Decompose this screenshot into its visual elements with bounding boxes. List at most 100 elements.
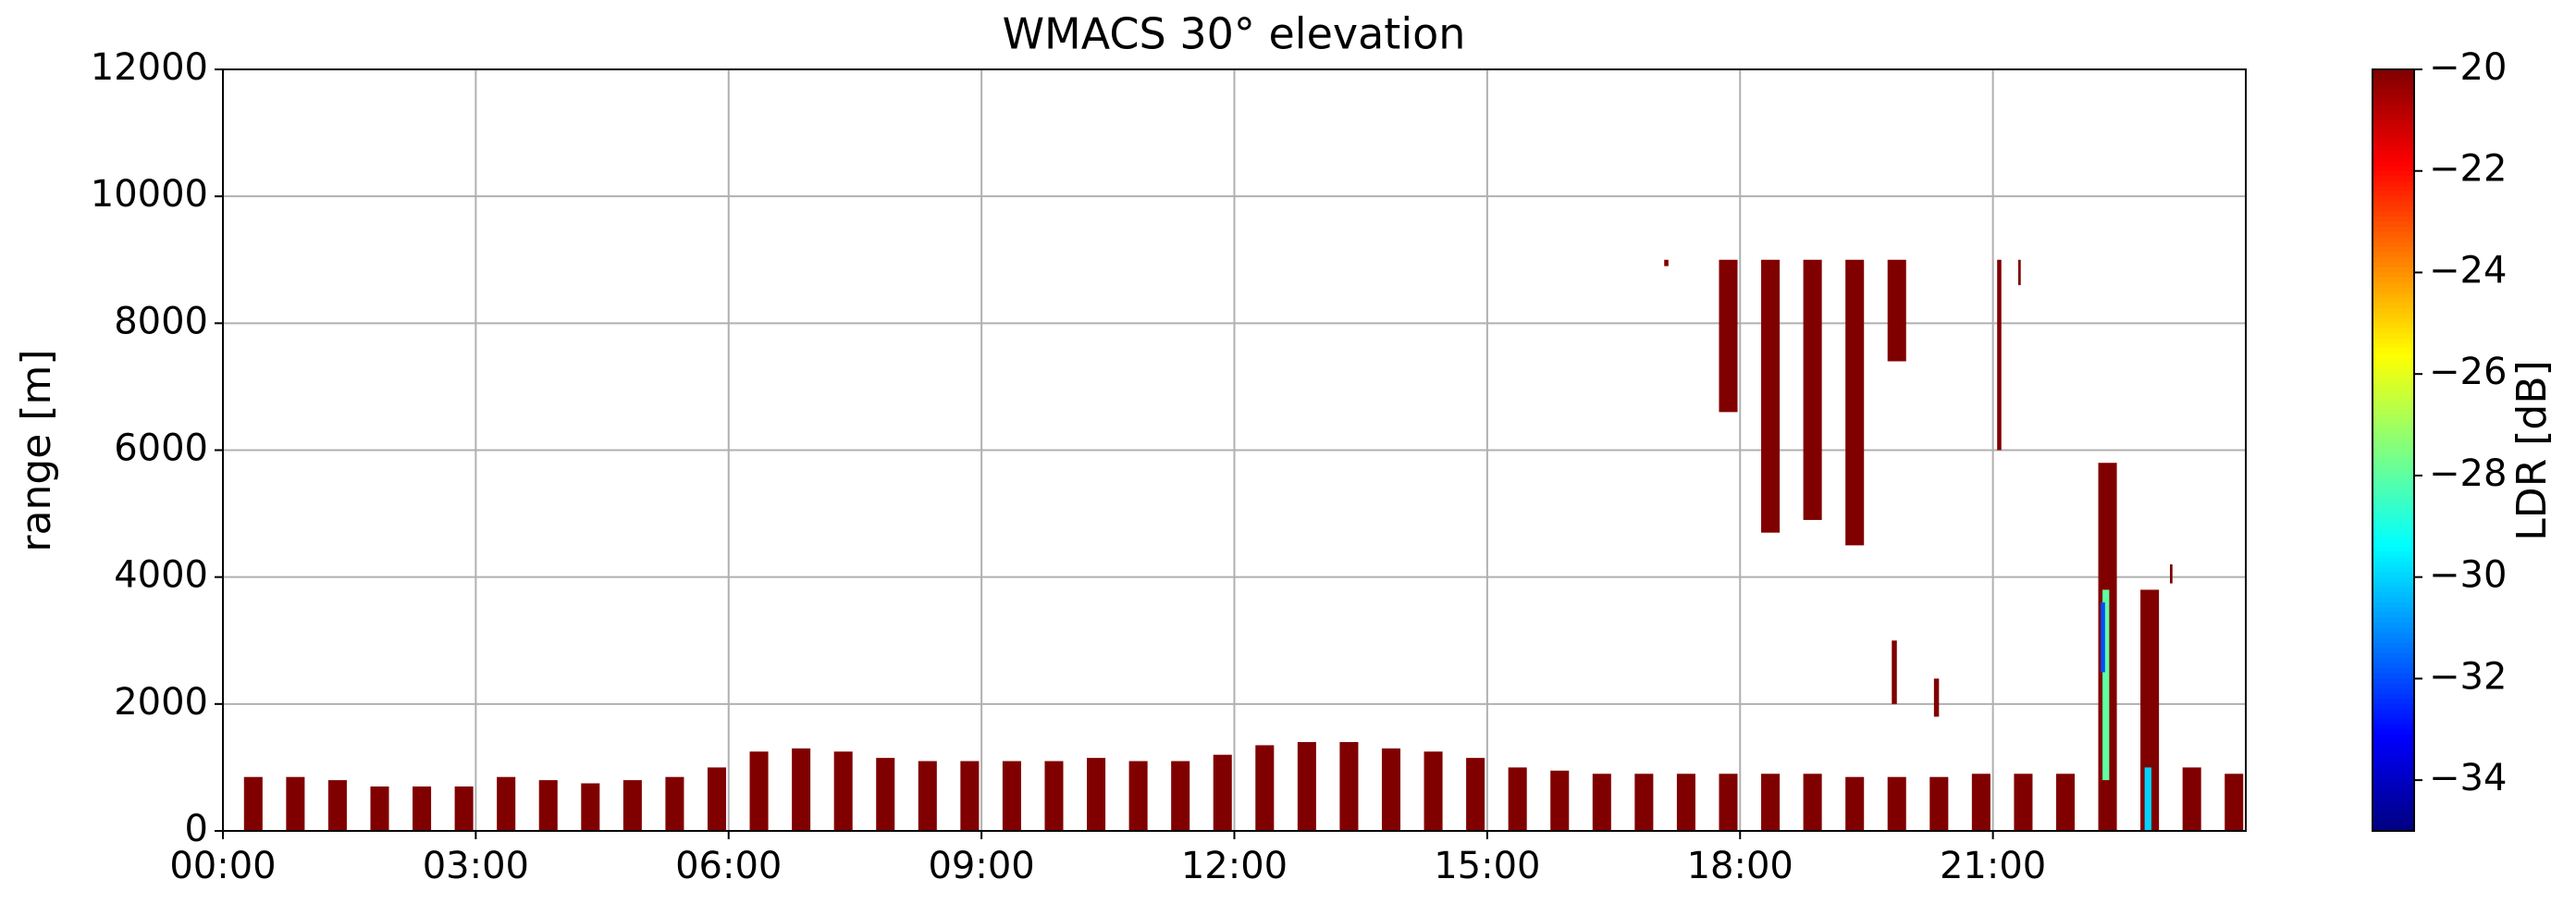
colorbar-tick-label: −22 — [2429, 148, 2507, 191]
colorbar-segment — [2373, 770, 2414, 776]
colorbar-segment — [2373, 69, 2414, 76]
colorbar-segment — [2373, 84, 2414, 91]
colorbar-segment — [2373, 450, 2414, 456]
data-cell — [1997, 259, 2002, 451]
data-cell — [1002, 761, 1021, 831]
colorbar-segment — [2373, 409, 2414, 415]
data-cell — [1845, 776, 1865, 831]
data-cell — [1929, 776, 1949, 831]
colorbar-segment — [2373, 201, 2414, 207]
colorbar-segment — [2373, 227, 2414, 233]
colorbar-segment — [2373, 495, 2414, 502]
colorbar-segment — [2373, 313, 2414, 319]
colorbar-segment — [2373, 348, 2414, 354]
colorbar-segment — [2373, 99, 2414, 106]
colorbar-segment — [2373, 638, 2414, 644]
data-cell — [1761, 774, 1781, 831]
colorbar-segment — [2373, 703, 2414, 710]
colorbar-segment — [2373, 811, 2414, 817]
plot-frame — [222, 68, 2247, 832]
x-tick-label: 18:00 — [1687, 845, 1793, 887]
data-cell — [1676, 774, 1695, 831]
colorbar-segment — [2373, 821, 2414, 827]
x-tick-label: 09:00 — [928, 845, 1034, 887]
data-cell — [1761, 259, 1781, 533]
data-cell — [1255, 745, 1275, 831]
y-tick-label: 2000 — [114, 681, 208, 724]
colorbar-tick-label: −30 — [2429, 554, 2507, 597]
colorbar-segment — [2373, 688, 2414, 695]
colorbar-segment — [2373, 79, 2414, 86]
colorbar-segment — [2373, 353, 2414, 360]
colorbar-segment — [2373, 333, 2414, 340]
data-cell — [2055, 774, 2076, 831]
colorbar-segment — [2373, 374, 2414, 380]
colorbar-segment — [2373, 724, 2414, 730]
data-cell — [833, 751, 853, 831]
colorbar-segment — [2373, 490, 2414, 497]
data-cell — [2144, 767, 2151, 831]
colorbar-segment — [2373, 551, 2414, 558]
colorbar-segment — [2373, 217, 2414, 223]
colorbar-segment — [2373, 115, 2414, 121]
data-cell — [2169, 563, 2173, 584]
data-cell — [1171, 761, 1190, 831]
colorbar-segment — [2373, 780, 2414, 786]
colorbar-segment — [2373, 231, 2414, 238]
y-tick-label: 6000 — [114, 427, 208, 470]
colorbar-segment — [2373, 587, 2414, 593]
data-cell — [792, 748, 811, 831]
colorbar-segment — [2373, 464, 2414, 472]
colorbar-segment — [2373, 292, 2414, 299]
data-cell — [243, 776, 263, 831]
x-tick-label: 06:00 — [675, 845, 782, 887]
colorbar-segment — [2373, 176, 2414, 182]
colorbar-segment — [2373, 607, 2414, 613]
colorbar-segment — [2373, 105, 2414, 111]
data-cell — [1381, 748, 1401, 831]
x-tick-label: 12:00 — [1181, 845, 1288, 887]
colorbar-segment — [2373, 683, 2414, 689]
colorbar-segment — [2373, 480, 2414, 487]
colorbar-segment — [2373, 155, 2414, 162]
colorbar-segment — [2373, 613, 2414, 619]
data-cell — [960, 761, 980, 831]
colorbar-segment — [2373, 277, 2414, 284]
y-tick-label: 8000 — [114, 300, 208, 342]
colorbar-segment — [2373, 358, 2414, 365]
colorbar-label: LDR [dB] — [2508, 360, 2556, 540]
colorbar-segment — [2373, 597, 2414, 603]
colorbar-segment — [2373, 454, 2414, 462]
colorbar-segment — [2373, 485, 2414, 491]
colorbar-segment — [2373, 709, 2414, 715]
colorbar-segment — [2373, 713, 2414, 720]
colorbar-segment — [2373, 719, 2414, 725]
colorbar-frame — [2372, 68, 2415, 832]
colorbar-segment — [2373, 617, 2414, 624]
data-cell — [1592, 774, 1611, 831]
colorbar-segment — [2373, 760, 2414, 766]
colorbar-segment — [2373, 206, 2414, 213]
colorbar-segment — [2373, 790, 2414, 797]
colorbar-segment — [2373, 317, 2414, 324]
colorbar-segment — [2373, 282, 2414, 289]
data-cell — [538, 780, 558, 831]
colorbar-segment — [2373, 805, 2414, 811]
colorbar-segment — [2373, 328, 2414, 334]
y-axis-label: range [m] — [13, 349, 60, 551]
data-cell — [665, 776, 684, 831]
data-cell — [1128, 761, 1148, 831]
chart-title: WMACS 30° elevation — [1003, 9, 1466, 59]
data-cell — [1892, 640, 1897, 704]
colorbar-segment — [2373, 648, 2414, 654]
colorbar-segment — [2373, 135, 2414, 142]
colorbar-segment — [2373, 734, 2414, 740]
colorbar-segment — [2373, 505, 2414, 512]
colorbar-segment — [2373, 425, 2414, 431]
data-cell — [1803, 259, 1822, 520]
data-cell — [2225, 774, 2244, 831]
data-cell — [622, 780, 642, 831]
colorbar-segment — [2373, 825, 2414, 832]
colorbar-segment — [2373, 125, 2414, 131]
colorbar-segment — [2373, 196, 2414, 203]
